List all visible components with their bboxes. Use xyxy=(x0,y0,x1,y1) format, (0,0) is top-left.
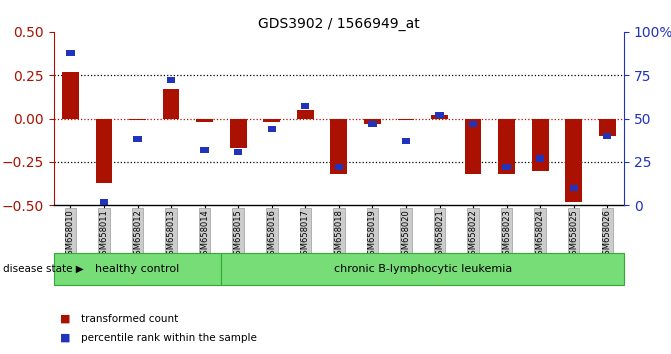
Bar xyxy=(364,119,381,124)
Bar xyxy=(469,121,477,127)
Bar xyxy=(464,119,482,174)
Bar xyxy=(536,155,544,161)
Text: ■: ■ xyxy=(60,314,71,324)
Text: transformed count: transformed count xyxy=(81,314,178,324)
Text: healthy control: healthy control xyxy=(95,264,180,274)
Bar xyxy=(431,115,448,119)
Text: chronic B-lymphocytic leukemia: chronic B-lymphocytic leukemia xyxy=(333,264,512,274)
Bar xyxy=(201,147,209,153)
Bar xyxy=(229,119,247,148)
Bar xyxy=(62,72,79,119)
Bar xyxy=(570,185,578,191)
Bar xyxy=(503,164,511,170)
FancyBboxPatch shape xyxy=(54,253,221,285)
Bar xyxy=(96,119,113,183)
Bar xyxy=(167,78,175,84)
Bar xyxy=(532,119,549,171)
Bar xyxy=(566,119,582,202)
Bar xyxy=(234,149,242,155)
Bar xyxy=(197,119,213,122)
FancyBboxPatch shape xyxy=(221,253,624,285)
Text: disease state ▶: disease state ▶ xyxy=(3,264,84,274)
Title: GDS3902 / 1566949_at: GDS3902 / 1566949_at xyxy=(258,17,420,31)
Bar xyxy=(66,50,74,56)
Bar xyxy=(335,164,343,170)
Bar xyxy=(435,112,444,118)
Bar xyxy=(599,119,616,136)
Bar xyxy=(301,103,309,109)
Bar xyxy=(263,119,280,122)
Bar xyxy=(268,126,276,132)
Bar xyxy=(163,89,180,119)
Bar xyxy=(368,121,376,127)
Bar xyxy=(397,119,415,120)
Text: percentile rank within the sample: percentile rank within the sample xyxy=(81,333,256,343)
Bar xyxy=(402,138,410,144)
Bar xyxy=(130,119,146,120)
Bar xyxy=(297,110,313,119)
Bar xyxy=(331,119,348,174)
Bar xyxy=(498,119,515,174)
Text: ■: ■ xyxy=(60,333,71,343)
Bar xyxy=(134,136,142,142)
Bar xyxy=(100,199,108,205)
Bar xyxy=(603,133,611,139)
